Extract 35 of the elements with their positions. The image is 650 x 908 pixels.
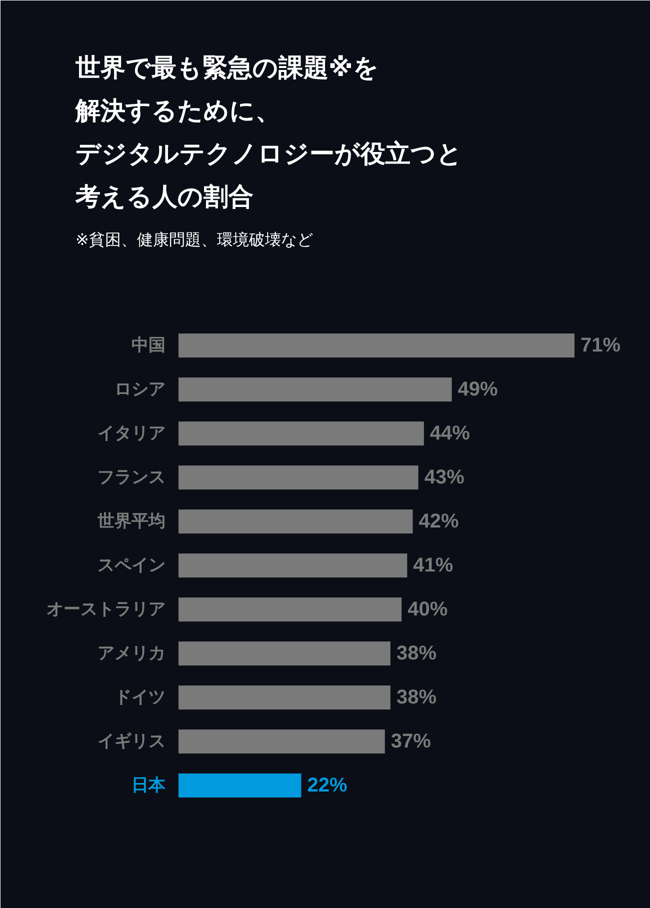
bar — [178, 510, 413, 534]
y-tick-label: ドイツ — [114, 688, 166, 708]
data-label: 40% — [408, 598, 448, 620]
data-label: 22% — [307, 774, 348, 796]
y-tick-label: オーストラリア — [46, 600, 166, 620]
bar — [178, 774, 302, 798]
bar — [178, 598, 402, 622]
bar — [178, 554, 408, 578]
y-tick-label: アメリカ — [98, 644, 166, 664]
data-label: 41% — [413, 554, 454, 576]
data-label: 49% — [458, 378, 498, 400]
data-label: 38% — [396, 642, 437, 664]
y-tick-label: 日本 — [132, 776, 166, 796]
data-label: 42% — [418, 510, 459, 532]
data-label: 38% — [396, 686, 437, 708]
bar — [178, 730, 385, 754]
data-label: 37% — [390, 730, 432, 752]
bar — [178, 334, 574, 358]
chart-title: 世界で最も緊急の課題※を解決するために、デジタルテクノロジーが役立つと考える人の割合 — [74, 53, 462, 211]
y-tick-label: 中国 — [132, 336, 166, 356]
y-tick-label: イギリス — [98, 732, 166, 752]
bar — [178, 686, 390, 710]
y-tick-label: イタリア — [98, 424, 166, 444]
bar — [178, 378, 452, 402]
bar — [178, 642, 390, 666]
data-label: 71% — [580, 334, 621, 356]
y-tick-label: スペイン — [98, 556, 166, 576]
chart-subtitle: ※貧困、健康問題、環境破壊など — [76, 230, 313, 249]
bar — [178, 466, 418, 490]
y-tick-label: フランス — [98, 468, 166, 488]
y-tick-label: ロシア — [114, 380, 166, 400]
data-label: 44% — [430, 422, 470, 444]
data-label: 43% — [424, 466, 465, 488]
y-tick-label: 世界平均 — [96, 512, 166, 532]
bar — [178, 422, 424, 446]
